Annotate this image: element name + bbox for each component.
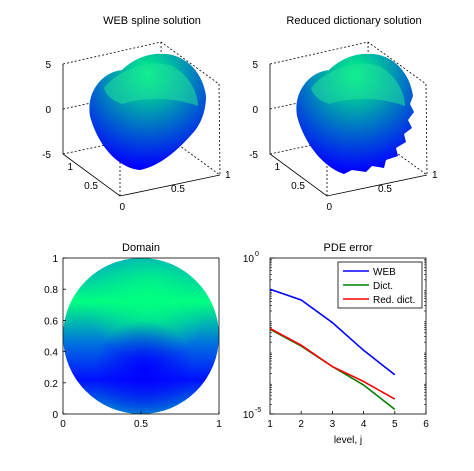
surface-reduced-ridge [311,63,405,106]
domain-disk [63,258,219,414]
panel-web-spline: WEB spline solution 5 0 -5 0 0.5 1 0.5 1 [42,15,231,213]
x-tick-label: 1 [267,419,273,430]
box-back-top [269,41,428,176]
pde-legend: WEB Dict. Red. dict. [337,261,423,309]
x-tick-label: 0 [326,202,332,213]
surface-web-ridge [104,63,198,106]
y-tick-label: 0.5 [171,184,185,195]
y-tick-label: 10 [243,410,255,421]
y-tick-label: 0.6 [44,316,58,327]
panel-domain-title: Domain [122,242,160,254]
panel-pde-title: PDE error [324,242,373,254]
panel-domain: Domain 0 0.5 1 0 0.2 0.4 0.6 0.8 1 [44,242,222,430]
legend-label: WEB [373,267,396,278]
z-tick-label: 5 [252,60,258,71]
z-tick-label: -5 [249,150,258,161]
panel-web-title: WEB spline solution [103,15,201,27]
x-tick-label: 0 [119,202,125,213]
series-line-red-dict [269,327,396,400]
x-tick-label: 1 [67,162,73,173]
y-tick-label: 1 [432,170,438,181]
x-tick-label: 5 [392,419,398,430]
box-mid-grid [269,87,369,110]
panel-reduced-dictionary: Reduced dictionary solution 5 0 -5 0 0.5… [249,15,438,213]
domain-color-low [63,258,219,414]
x-tick-label: 3 [330,419,336,430]
legend-label: Red. dict. [373,295,415,306]
box-back-top [62,41,221,176]
z-tick-label: 5 [45,60,51,71]
z-tick-label: -5 [42,150,51,161]
box-mid-grid [62,87,162,110]
x-tick-label: 0 [60,419,66,430]
panel-reduced-title: Reduced dictionary solution [286,15,421,27]
x-tick-label: 4 [361,419,367,430]
panel-pde-error: PDE error 1 2 3 4 5 610 010 -5 level, j WEBDict… [243,242,429,446]
x-tick-label: 0.5 [291,181,305,192]
y-tick-exponent: -5 [255,407,261,414]
pde-ticks: 1 2 3 4 5 610 010 -5 [243,251,429,430]
y-tick-label: 0.5 [378,184,392,195]
y-tick-label: 10 [243,254,255,265]
x-tick-label: 1 [274,162,280,173]
pde-series [269,288,396,411]
x-tick-label: 0.5 [84,181,98,192]
y-tick-label: 0.2 [44,379,58,390]
y-tick-label: 0.8 [44,285,58,296]
domain-ticks: 0 0.5 1 0 0.2 0.4 0.6 0.8 1 [44,254,222,430]
z-tick-label: 0 [252,105,258,116]
y-tick-label: 1 [225,170,231,181]
x-tick-label: 1 [216,419,222,430]
x-tick-label: 6 [423,419,429,430]
y-tick-exponent: 0 [255,251,259,258]
series-line-web [269,288,396,376]
legend-label: Dict. [373,281,393,292]
y-tick-label: 1 [52,254,58,265]
pde-x-axis-label: level, j [334,435,362,446]
x-tick-label: 0.5 [134,419,148,430]
y-tick-label: 0.4 [44,348,58,359]
y-tick-label: 0 [52,410,58,421]
x-tick-label: 2 [298,419,304,430]
z-tick-label: 0 [45,105,51,116]
